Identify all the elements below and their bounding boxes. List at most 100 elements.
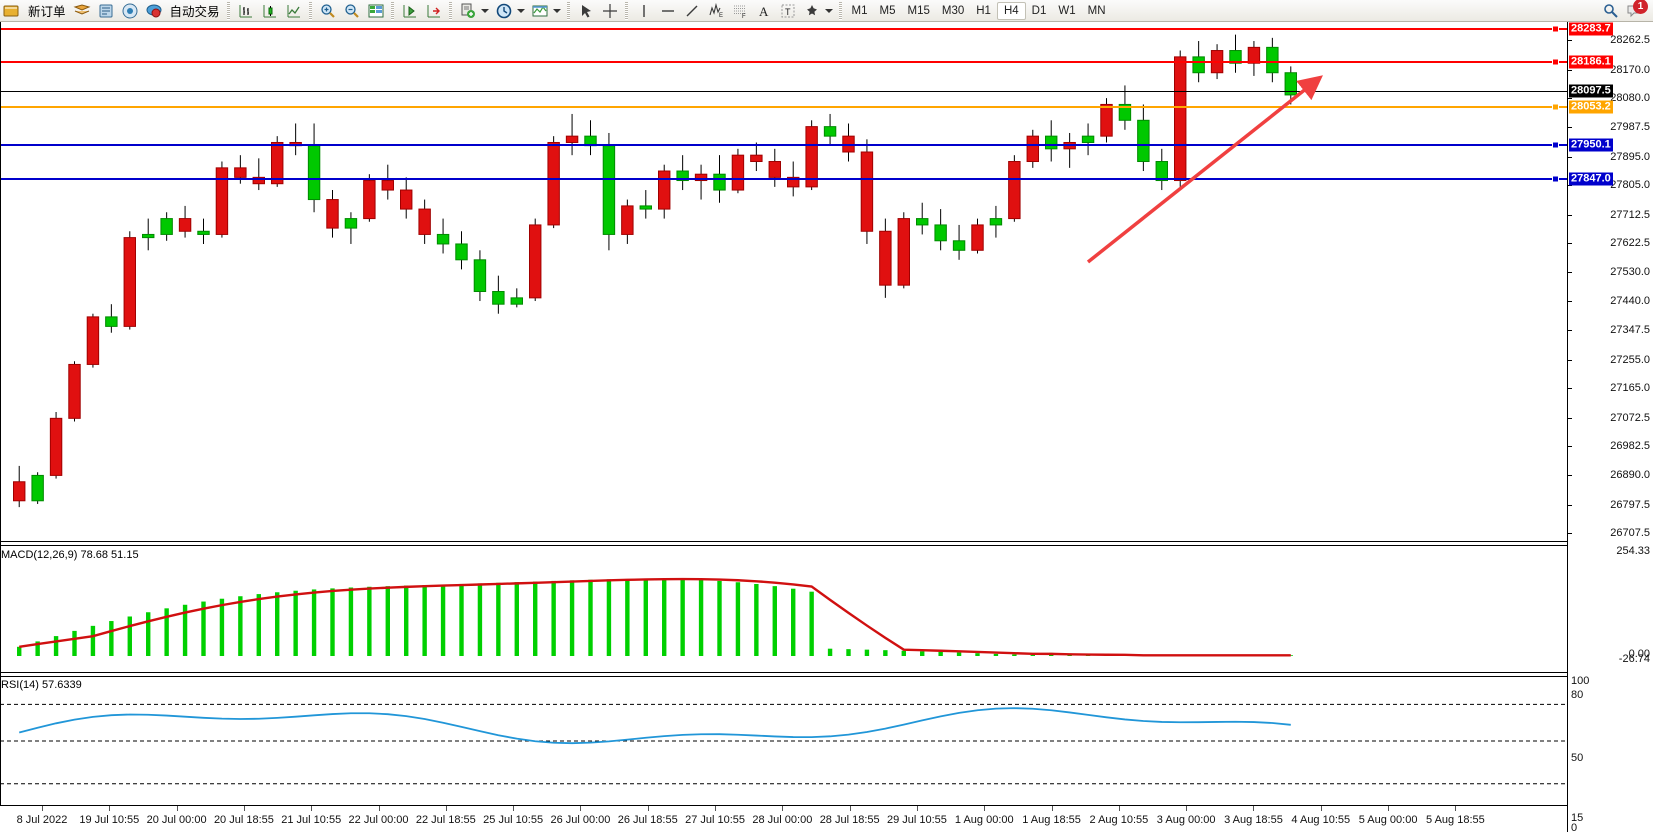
templates-icon[interactable] [528,1,552,21]
timeframe-d1[interactable]: D1 [1031,4,1047,17]
timeframe-m5[interactable]: M5 [879,4,896,17]
trendline-icon[interactable] [680,1,704,21]
terminal-icon[interactable] [94,1,118,21]
timeframe-mn[interactable]: MN [1087,4,1106,17]
candle [197,230,210,235]
resistance-handle-2[interactable] [1552,58,1559,66]
vertical-line-icon[interactable] [632,1,656,21]
price-tick-label: 27805.0 [1610,179,1650,192]
candle [1081,135,1095,143]
new-order-icon[interactable] [0,1,24,21]
timeframe-h4[interactable]: H4 [996,1,1026,20]
candle [1229,50,1242,64]
resistance-line-2[interactable] [0,61,1567,63]
autotrade-label[interactable]: 自动交易 [169,5,220,19]
macd-histogram-bar [864,649,870,656]
indicators-icon[interactable] [456,1,480,21]
candle [455,243,468,261]
timeframe-h1[interactable]: H1 [976,4,991,17]
signals-icon[interactable] [118,1,142,21]
candlestick-plot [13,34,1297,508]
candlestick-chart-icon[interactable] [258,1,282,21]
book-icon[interactable] [70,1,94,21]
fibonacci-icon[interactable]: F [728,1,752,21]
candle [105,316,118,327]
macd-histogram-bar [496,582,501,656]
candle [307,145,321,201]
candle [694,173,708,182]
macd-histogram-bar [146,612,151,656]
macd-pane[interactable] [0,546,1567,672]
macd-tick-label: 0.00 [1628,648,1650,660]
chart-shift-icon[interactable] [398,1,422,21]
alerts-icon[interactable]: 1 [1623,0,1648,21]
support-handle-2[interactable] [1552,175,1559,183]
rsi-pane[interactable] [0,677,1567,805]
timeframe-m30[interactable]: M30 [941,4,965,17]
chevron-down-icon[interactable] [480,8,489,13]
pane-separator-macd-2 [0,545,1653,546]
price-axis[interactable]: 28262.5 28170.0 28080.0 27987.5 27895.0 27805… [1567,22,1653,832]
macd-tick-label: -26.74 [1618,653,1650,665]
macd-histogram-bar [1067,655,1072,656]
resistance-line-1[interactable] [0,28,1567,30]
elliott-wave-icon[interactable]: E [704,1,728,21]
pending-order-handle[interactable] [1552,103,1559,111]
chevron-down-icon[interactable] [516,8,525,13]
macd-histogram-bar [90,625,96,656]
price-tick-label: 26890.0 [1610,469,1650,482]
macd-histogram-bar [256,594,261,656]
chevron-down-icon[interactable] [552,8,561,13]
macd-histogram-bar [938,651,943,656]
candle [860,151,874,232]
resistance-handle-1[interactable] [1552,25,1559,33]
line-chart-icon[interactable] [282,1,306,21]
timeframe-m1[interactable]: M1 [851,4,868,17]
support-line-1[interactable] [0,144,1567,146]
macd-histogram-bar [17,646,22,656]
candle [879,230,892,286]
chart-container[interactable]: JPN225-,H4 28082.5 28152.5 28067.5 28097… [0,22,1653,832]
candle [381,180,394,191]
search-icon[interactable] [1599,1,1623,21]
price-level-tag-pending-order[interactable]: 28053.2 [1569,100,1613,114]
chevron-down-icon[interactable] [824,8,833,13]
price-level-tag-support[interactable]: 27847.0 [1569,172,1613,186]
crosshair-icon[interactable] [598,1,622,21]
candle [123,237,136,327]
autotrade-robot-icon[interactable] [142,1,166,21]
timeframe-m15[interactable]: M15 [907,4,930,17]
price-level-tag-resistance[interactable]: 28283.7 [1569,22,1613,36]
price-tick-label: 28080.0 [1610,92,1650,105]
zoom-out-icon[interactable] [340,1,364,21]
bar-chart-icon[interactable] [234,1,258,21]
support-handle-1[interactable] [1552,141,1559,149]
support-line-2[interactable] [0,178,1567,180]
time-axis-tick [243,806,245,811]
data-window-icon[interactable] [364,1,388,21]
price-level-tag-current-price[interactable]: 28097.5 [1569,84,1613,98]
zoom-in-icon[interactable] [316,1,340,21]
candle [86,316,100,365]
macd-histogram-bar [698,579,704,656]
price-level-tag-support[interactable]: 27950.1 [1569,138,1613,152]
candle [750,154,763,163]
time-axis-tick [984,806,986,811]
timeframe-w1[interactable]: W1 [1058,4,1076,17]
shapes-icon[interactable] [800,1,824,21]
price-tick-mark [1568,127,1572,129]
label-icon[interactable]: T [776,1,800,21]
price-pane[interactable] [0,22,1567,542]
time-axis[interactable]: 8 Jul 2022 19 Jul 10:55 20 Jul 00:00 20 Jul… [0,805,1567,832]
new-order-label[interactable]: 新订单 [28,5,66,19]
period-clock-icon[interactable] [492,1,516,21]
price-level-tag-resistance[interactable]: 28186.1 [1569,55,1613,69]
macd-histogram-bar [219,598,225,656]
time-axis-label: 21 Jul 10:55 [281,814,342,826]
pending-order-line[interactable] [0,106,1567,108]
price-tick-mark [1568,533,1572,535]
cursor-icon[interactable] [574,1,598,21]
horizontal-line-icon[interactable] [656,1,680,21]
text-icon[interactable]: A [752,1,776,21]
auto-scroll-icon[interactable] [422,1,446,21]
